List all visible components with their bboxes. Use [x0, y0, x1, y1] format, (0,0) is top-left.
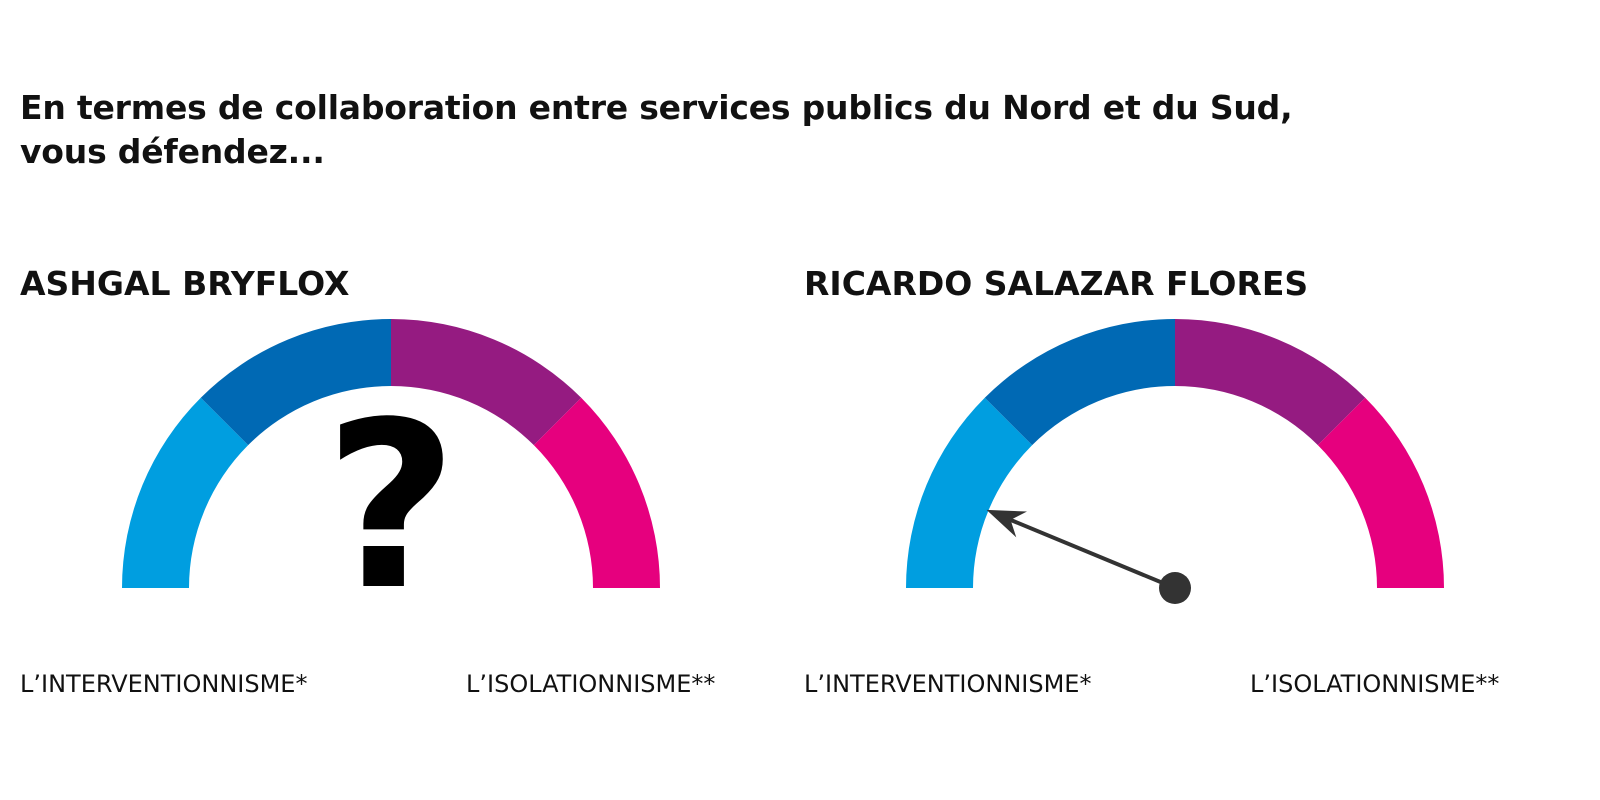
gauge-segment-3	[1175, 319, 1366, 446]
gauge-segment-2	[200, 319, 391, 446]
gauge-segment-4	[1317, 397, 1444, 588]
scale-label-left: L’INTERVENTIONNISME*	[804, 670, 1092, 698]
question-line-2: vous défendez...	[20, 132, 325, 171]
gauge-segment-3	[391, 319, 582, 446]
scale-label-left: L’INTERVENTIONNISME*	[20, 670, 308, 698]
scale-label-right: L’ISOLATIONNISME**	[1250, 670, 1500, 698]
needle-arrowhead	[986, 509, 1027, 538]
gauge-chart-ashgal-bryflox: ?	[122, 319, 660, 641]
gauge-segment-4	[533, 397, 660, 588]
gauge-segment-2	[984, 319, 1175, 446]
needle-shaft	[1009, 518, 1176, 590]
gauge-chart-ricardo-salazar-flores	[906, 319, 1444, 604]
candidate-name: RICARDO SALAZAR FLORES	[804, 264, 1309, 303]
needle-pivot	[1159, 572, 1191, 604]
scale-label-right: L’ISOLATIONNISME**	[466, 670, 716, 698]
gauge-panel-ricardo-salazar-flores: RICARDO SALAZAR FLORES L’INTERVENTIONNIS…	[804, 262, 1588, 722]
gauge-segment-1	[122, 397, 249, 588]
question-line-1: En termes de collaboration entre service…	[20, 88, 1293, 127]
candidate-name: ASHGAL BRYFLOX	[20, 264, 350, 303]
gauge-panel-ashgal-bryflox: ASHGAL BRYFLOX ? L’INTERVENTIONNISME* L’…	[20, 262, 804, 722]
unknown-answer-mark: ?	[324, 374, 457, 641]
question-title: En termes de collaboration entre service…	[20, 86, 1420, 174]
gauge-segment-1	[906, 397, 1033, 588]
